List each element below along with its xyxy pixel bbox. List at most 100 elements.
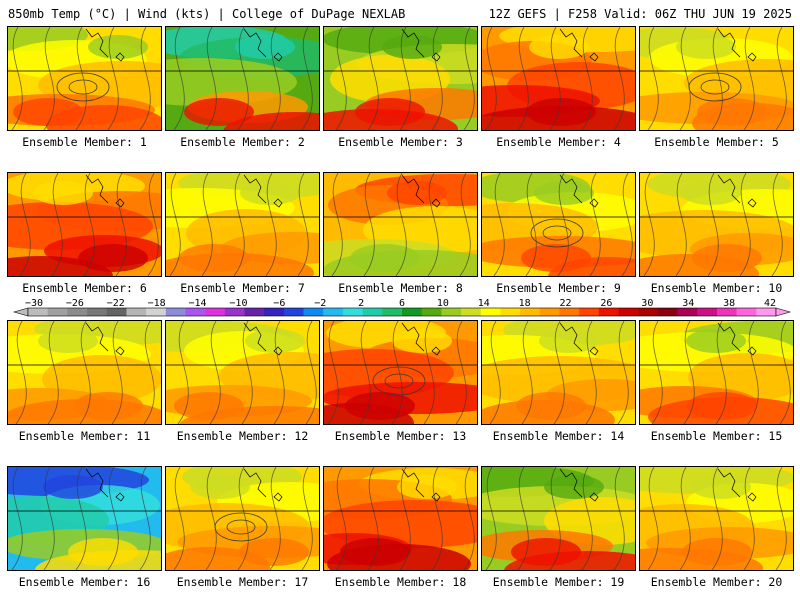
member-label: Ensemble Member: 12 xyxy=(176,429,309,443)
colorbar-segment xyxy=(185,308,206,316)
colorbar-max-arrow xyxy=(775,307,792,317)
member-label: Ensemble Member: 19 xyxy=(492,575,625,589)
colorbar-segment xyxy=(224,308,245,316)
colorbar-tick-label: −2 xyxy=(314,298,326,309)
map-svg xyxy=(640,467,793,570)
map-svg xyxy=(482,467,635,570)
ensemble-map xyxy=(481,172,636,277)
colorbar-segment xyxy=(736,308,757,316)
map-svg xyxy=(640,173,793,276)
colorbar-tick-label: 10 xyxy=(437,298,449,309)
map-svg xyxy=(324,27,477,130)
colorbar-tick-label: 30 xyxy=(641,298,653,309)
map-svg xyxy=(324,321,477,424)
colorbar-tick-label: −30 xyxy=(25,298,43,309)
ensemble-map xyxy=(323,26,478,131)
colorbar-tick-label: −10 xyxy=(229,298,247,309)
colorbar-tick-label: 2 xyxy=(358,298,364,309)
colorbar-tick-label: 34 xyxy=(682,298,694,309)
ensemble-map xyxy=(481,466,636,571)
member-label: Ensemble Member: 9 xyxy=(496,281,621,295)
colorbar-segment xyxy=(618,308,639,316)
map-svg xyxy=(482,27,635,130)
colorbar-segment xyxy=(342,308,363,316)
colorbar-segment xyxy=(756,308,777,316)
colorbar-segment xyxy=(657,308,678,316)
colorbar-segment xyxy=(697,308,718,316)
colorbar-tick-label: −26 xyxy=(66,298,84,309)
ensemble-map xyxy=(323,320,478,425)
model-run-info: 12Z GEFS | F258 Valid: 06Z THU JUN 19 20… xyxy=(488,7,792,21)
colorbar-segment xyxy=(126,308,147,316)
colorbar-segment xyxy=(362,308,383,316)
map-svg xyxy=(166,467,319,570)
colorbar-segment xyxy=(244,308,265,316)
colorbar-svg: −30 −26 −22 −18 −14 −10 −6 −2 2 6 10 14 18 22 26 30 34 38… xyxy=(12,298,792,317)
member-label: Ensemble Member: 8 xyxy=(338,281,463,295)
map-svg xyxy=(8,467,161,570)
colorbar-segment xyxy=(441,308,462,316)
colorbar-segment xyxy=(539,308,560,316)
ensemble-map xyxy=(639,172,794,277)
ensemble-map xyxy=(481,26,636,131)
colorbar-segment xyxy=(638,308,659,316)
colorbar-segment xyxy=(402,308,422,316)
map-svg xyxy=(166,173,319,276)
colorbar-segment xyxy=(598,308,619,316)
map-svg xyxy=(166,27,319,130)
member-label: Ensemble Member: 6 xyxy=(22,281,147,295)
ensemble-map xyxy=(7,466,162,571)
colorbar-segment xyxy=(520,308,541,316)
map-svg xyxy=(640,321,793,424)
colorbar-tick-label: −6 xyxy=(273,298,285,309)
colorbar-tick-label: 42 xyxy=(764,298,776,309)
ensemble-map xyxy=(165,26,320,131)
member-label: Ensemble Member: 13 xyxy=(334,429,467,443)
member-label: Ensemble Member: 10 xyxy=(650,281,783,295)
member-label: Ensemble Member: 17 xyxy=(176,575,309,589)
ensemble-map xyxy=(165,466,320,571)
ensemble-map xyxy=(481,320,636,425)
ensemble-map xyxy=(165,320,320,425)
colorbar-segment xyxy=(500,308,521,316)
colorbar-tick-label: 6 xyxy=(399,298,405,309)
member-label: Ensemble Member: 1 xyxy=(22,135,147,149)
colorbar-tick-label: 38 xyxy=(723,298,735,309)
colorbar-tick-label: 26 xyxy=(600,298,612,309)
temperature-colorbar: −30 −26 −22 −18 −14 −10 −6 −2 2 6 10 14 18 22 26 30 34 38… xyxy=(6,297,794,319)
colorbar-min-arrow xyxy=(12,307,29,317)
colorbar-tick-label: 18 xyxy=(519,298,531,309)
map-svg xyxy=(482,173,635,276)
ensemble-map xyxy=(165,172,320,277)
member-label: Ensemble Member: 3 xyxy=(338,135,463,149)
member-label: Ensemble Member: 5 xyxy=(654,135,779,149)
colorbar-segment xyxy=(28,308,48,316)
colorbar-segment xyxy=(559,308,580,316)
colorbar-segment xyxy=(677,308,698,316)
map-svg xyxy=(324,173,477,276)
ensemble-map xyxy=(7,26,162,131)
ensemble-map xyxy=(639,320,794,425)
member-label: Ensemble Member: 16 xyxy=(18,575,151,589)
ensemble-map xyxy=(7,172,162,277)
colorbar-segment xyxy=(421,308,442,316)
member-label: Ensemble Member: 11 xyxy=(18,429,151,443)
colorbar-tick-label: 22 xyxy=(560,298,572,309)
map-svg xyxy=(8,173,161,276)
colorbar-segment xyxy=(382,308,403,316)
member-label: Ensemble Member: 2 xyxy=(180,135,305,149)
map-svg xyxy=(640,27,793,130)
map-svg xyxy=(482,321,635,424)
colorbar-segment xyxy=(87,308,108,316)
member-label: Ensemble Member: 15 xyxy=(650,429,783,443)
colorbar-segment xyxy=(461,308,482,316)
ensemble-map xyxy=(323,172,478,277)
map-svg xyxy=(8,321,161,424)
ensemble-map xyxy=(7,320,162,425)
colorbar-segment xyxy=(47,308,68,316)
colorbar-tick-label: −14 xyxy=(189,298,207,309)
map-svg xyxy=(8,27,161,130)
member-label: Ensemble Member: 18 xyxy=(334,575,467,589)
colorbar-segment xyxy=(205,308,226,316)
member-label: Ensemble Member: 20 xyxy=(650,575,783,589)
